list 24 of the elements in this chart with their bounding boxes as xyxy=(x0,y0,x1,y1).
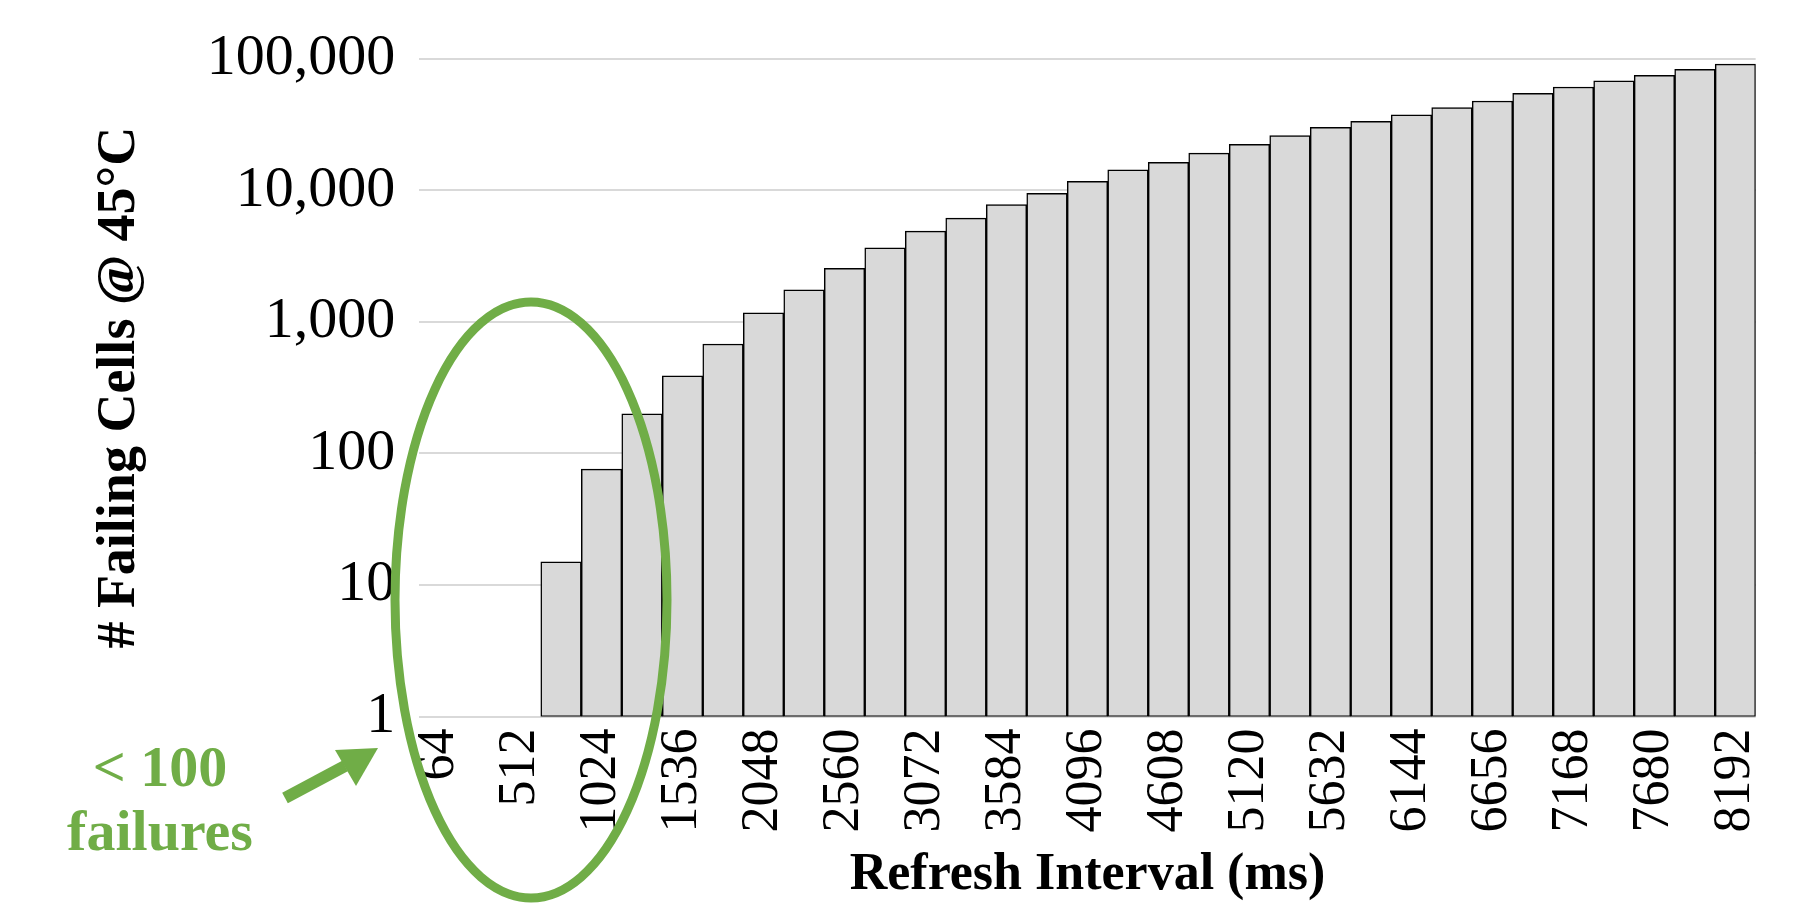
x-axis-title: Refresh Interval (ms) xyxy=(849,843,1326,902)
x-tick-label: 3584 xyxy=(974,728,1032,833)
x-tick-label: 2560 xyxy=(812,728,870,833)
x-tick-label: 3072 xyxy=(893,728,951,833)
x-tick-label: 4608 xyxy=(1136,728,1194,833)
x-tick-label: 1536 xyxy=(650,728,708,833)
x-tick-label: 5632 xyxy=(1298,728,1356,833)
x-tick-label: 4096 xyxy=(1055,728,1113,833)
text: < 100 failures xyxy=(66,734,254,863)
x-tick-label: 2048 xyxy=(731,728,789,833)
x-tick-label: 7168 xyxy=(1541,728,1599,833)
x-tick-label: 512 xyxy=(488,728,546,807)
y-axis-title: # Failing Cells @ 45°C xyxy=(86,126,147,649)
x-tick-label: 8192 xyxy=(1703,728,1761,833)
y-tick-label: 100 xyxy=(308,416,396,482)
y-tick-label: 100,000 xyxy=(206,22,396,88)
y-tick-label: 1,000 xyxy=(264,285,396,351)
x-tick-label: 6144 xyxy=(1379,728,1437,833)
x-tick-label: 5120 xyxy=(1217,728,1275,833)
x-tick-label: 6656 xyxy=(1460,728,1518,833)
x-tick-label: 7680 xyxy=(1622,728,1680,833)
x-tick-label: 1024 xyxy=(569,728,627,833)
y-tick-label: 1 xyxy=(366,679,396,745)
y-tick-label: 10,000 xyxy=(235,153,396,219)
